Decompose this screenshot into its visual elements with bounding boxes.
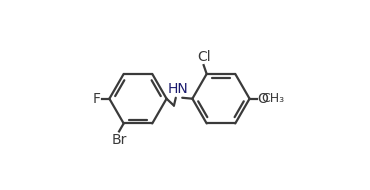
Text: CH₃: CH₃ xyxy=(261,92,284,105)
Text: HN: HN xyxy=(167,82,188,96)
Text: O: O xyxy=(258,92,268,106)
Text: F: F xyxy=(93,92,101,106)
Text: Br: Br xyxy=(112,133,127,147)
Text: Cl: Cl xyxy=(198,50,211,64)
